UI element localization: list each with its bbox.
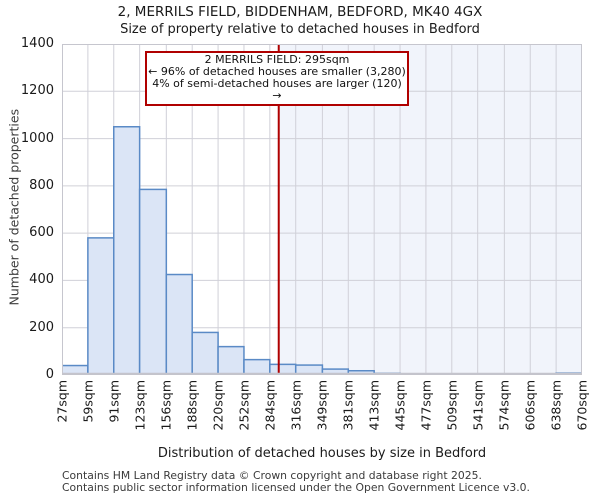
x-tick-label: 574sqm	[496, 380, 512, 431]
x-tick-label: 59sqm	[80, 380, 96, 423]
histogram-bar	[243, 358, 271, 375]
x-tick-label: 27sqm	[54, 380, 70, 423]
y-tick-label: 1000	[20, 130, 54, 146]
copyright-footer: Contains HM Land Registry data © Crown c…	[62, 470, 530, 493]
y-tick-label: 1400	[20, 36, 54, 51]
x-tick-label: 316sqm	[288, 380, 304, 431]
x-tick-label: 541sqm	[470, 380, 486, 431]
y-tick-label: 800	[29, 177, 54, 193]
annotation-smaller-stat: ← 96% of detached houses are smaller (3,…	[148, 65, 406, 78]
x-axis-title: Distribution of detached houses by size …	[157, 446, 487, 461]
histogram-bar	[138, 188, 168, 375]
x-tick-label: 252sqm	[236, 380, 252, 431]
y-tick-label: 200	[29, 319, 54, 335]
y-axis-title: Number of detached properties	[6, 108, 22, 306]
x-tick-label: 413sqm	[366, 380, 382, 431]
x-tick-label: 477sqm	[418, 380, 434, 431]
x-tick-label: 670sqm	[574, 380, 590, 431]
annotation-property-size: 2 MERRILS FIELD: 295sqm	[204, 53, 350, 66]
histogram-bar	[191, 331, 219, 375]
histogram-bar	[217, 345, 245, 375]
y-tick-label: 600	[29, 225, 54, 241]
chart-subtitle: Size of property relative to detached ho…	[120, 22, 480, 37]
x-tick-label: 123sqm	[132, 380, 148, 431]
footer-line-1: Contains HM Land Registry data © Crown c…	[62, 469, 482, 482]
property-annotation-callout: 2 MERRILS FIELD: 295sqm ← 96% of detache…	[145, 51, 409, 106]
y-tick-label: 1200	[20, 83, 54, 99]
x-tick-label: 445sqm	[392, 380, 408, 431]
x-tick-label: 509sqm	[444, 380, 460, 431]
x-tick-label: 156sqm	[158, 380, 174, 431]
histogram-bar	[113, 126, 141, 375]
x-tick-label: 381sqm	[340, 380, 356, 431]
x-tick-label: 638sqm	[548, 380, 564, 431]
histogram-bar	[87, 237, 115, 375]
x-tick-label: 220sqm	[210, 380, 226, 431]
x-tick-label: 284sqm	[262, 380, 278, 431]
histogram-plot-area	[62, 44, 582, 375]
footer-line-2: Contains public sector information licen…	[62, 480, 530, 494]
x-tick-label: 188sqm	[184, 380, 200, 431]
x-tick-label: 91sqm	[106, 380, 122, 423]
annotation-larger-stat: 4% of semi-detached houses are larger (1…	[152, 77, 402, 102]
histogram-bar	[165, 273, 193, 375]
y-tick-label: 0	[45, 367, 54, 382]
x-tick-label: 606sqm	[522, 380, 538, 431]
chart-title: 2, MERRILS FIELD, BIDDENHAM, BEDFORD, MK…	[117, 4, 483, 20]
x-tick-label: 349sqm	[314, 380, 330, 431]
y-tick-label: 400	[29, 272, 54, 288]
